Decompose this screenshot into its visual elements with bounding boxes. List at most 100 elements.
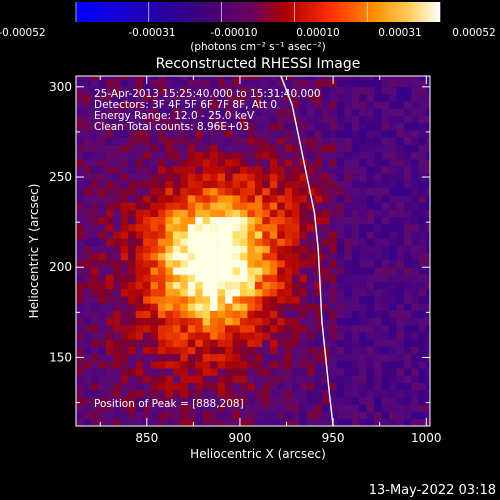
- heatmap-cell: [143, 353, 151, 362]
- heatmap-cell: [210, 267, 218, 275]
- heatmap-cell: [135, 79, 144, 88]
- heatmap-cell: [120, 238, 129, 246]
- heatmap-cell: [239, 173, 248, 181]
- heatmap-cell: [83, 158, 92, 167]
- heatmap-cell: [262, 382, 271, 391]
- heatmap-cell: [374, 317, 382, 326]
- heatmap-cell: [202, 260, 211, 268]
- heatmap-cell: [225, 166, 233, 174]
- heatmap-cell: [239, 144, 248, 153]
- heatmap-cell: [299, 332, 308, 340]
- heatmap-cell: [187, 231, 196, 239]
- heatmap-cell: [225, 368, 233, 376]
- heatmap-cell: [172, 108, 181, 116]
- heatmap-cell: [269, 296, 278, 304]
- heatmap-cell: [411, 187, 420, 196]
- heatmap-cell: [277, 375, 285, 384]
- heatmap-cell: [284, 346, 293, 355]
- heatmap-cell: [90, 202, 99, 210]
- heatmap-cell: [247, 274, 256, 282]
- heatmap-cell: [389, 267, 397, 275]
- heatmap-cell: [366, 411, 375, 420]
- heatmap-cell: [135, 158, 144, 167]
- x-tick-label: 900: [229, 431, 252, 445]
- heatmap-cell: [232, 130, 241, 138]
- heatmap-cell: [172, 101, 181, 109]
- heatmap-cell: [426, 101, 430, 109]
- heatmap-cell: [195, 122, 203, 131]
- heatmap-cell: [105, 216, 114, 225]
- heatmap-cell: [262, 339, 271, 347]
- heatmap-cell: [90, 281, 99, 290]
- heatmap-cell: [187, 173, 196, 181]
- heatmap-cell: [351, 130, 360, 138]
- heatmap-cell: [232, 281, 241, 290]
- heatmap-cell: [292, 130, 300, 138]
- heatmap-cell: [374, 324, 382, 333]
- heatmap-cell: [403, 339, 412, 347]
- heatmap-cell: [359, 303, 367, 311]
- heatmap-cell: [150, 368, 159, 376]
- heatmap-cell: [157, 209, 166, 218]
- heatmap-cell: [143, 332, 151, 340]
- heatmap-cell: [232, 151, 241, 160]
- heatmap-cell: [418, 158, 427, 167]
- heatmap-cell: [113, 310, 122, 319]
- heatmap-cell: [83, 382, 92, 391]
- heatmap-cell: [202, 310, 211, 319]
- heatmap-cell: [262, 324, 271, 333]
- heatmap-cell: [389, 260, 397, 268]
- heatmap-cell: [76, 223, 84, 232]
- heatmap-cell: [366, 288, 375, 297]
- heatmap-cell: [269, 303, 278, 311]
- heatmap-cell: [336, 144, 345, 153]
- heatmap-cell: [225, 137, 233, 145]
- heatmap-cell: [210, 158, 218, 167]
- heatmap-cell: [299, 317, 308, 326]
- heatmap-cell: [187, 296, 196, 304]
- heatmap-cell: [247, 382, 256, 391]
- heatmap-cell: [120, 223, 129, 232]
- heatmap-cell: [351, 195, 360, 203]
- heatmap-cell: [254, 375, 263, 384]
- heatmap-cell: [195, 346, 203, 355]
- heatmap-cell: [411, 137, 420, 145]
- heatmap-cell: [351, 288, 360, 297]
- heatmap-cell: [210, 166, 218, 174]
- heatmap-cell: [239, 108, 248, 116]
- heatmap-cell: [307, 108, 315, 116]
- heatmap-cell: [98, 346, 107, 355]
- heatmap-cell: [389, 245, 397, 254]
- heatmap-cell: [366, 368, 375, 376]
- heatmap-cell: [269, 382, 278, 391]
- heatmap-cell: [120, 231, 129, 239]
- heatmap-cell: [172, 238, 181, 246]
- heatmap-cell: [254, 303, 263, 311]
- heatmap-cell: [269, 158, 278, 167]
- heatmap-cell: [262, 76, 271, 80]
- heatmap-cell: [381, 339, 390, 347]
- heatmap-cell: [329, 332, 338, 340]
- heatmap-cell: [307, 144, 315, 153]
- heatmap-cell: [76, 187, 84, 196]
- heatmap-cell: [389, 231, 397, 239]
- heatmap-cell: [225, 267, 233, 275]
- heatmap-cell: [344, 166, 353, 174]
- heatmap-cell: [336, 76, 345, 80]
- heatmap-cell: [225, 216, 233, 225]
- heatmap-cell: [202, 86, 211, 95]
- heatmap-cell: [254, 310, 263, 319]
- heatmap-cell: [217, 411, 226, 420]
- heatmap-cell: [329, 368, 338, 376]
- heatmap-cell: [359, 209, 367, 218]
- heatmap-cell: [135, 173, 144, 181]
- heatmap-cell: [239, 324, 248, 333]
- heatmap-cell: [336, 288, 345, 297]
- heatmap-cell: [165, 317, 174, 326]
- heatmap-cell: [165, 94, 174, 102]
- heatmap-cell: [411, 231, 420, 239]
- heatmap-cell: [254, 209, 263, 218]
- heatmap-cell: [113, 195, 122, 203]
- footer-timestamp: 13-May-2022 03:18: [369, 483, 496, 498]
- heatmap-cell: [143, 260, 151, 268]
